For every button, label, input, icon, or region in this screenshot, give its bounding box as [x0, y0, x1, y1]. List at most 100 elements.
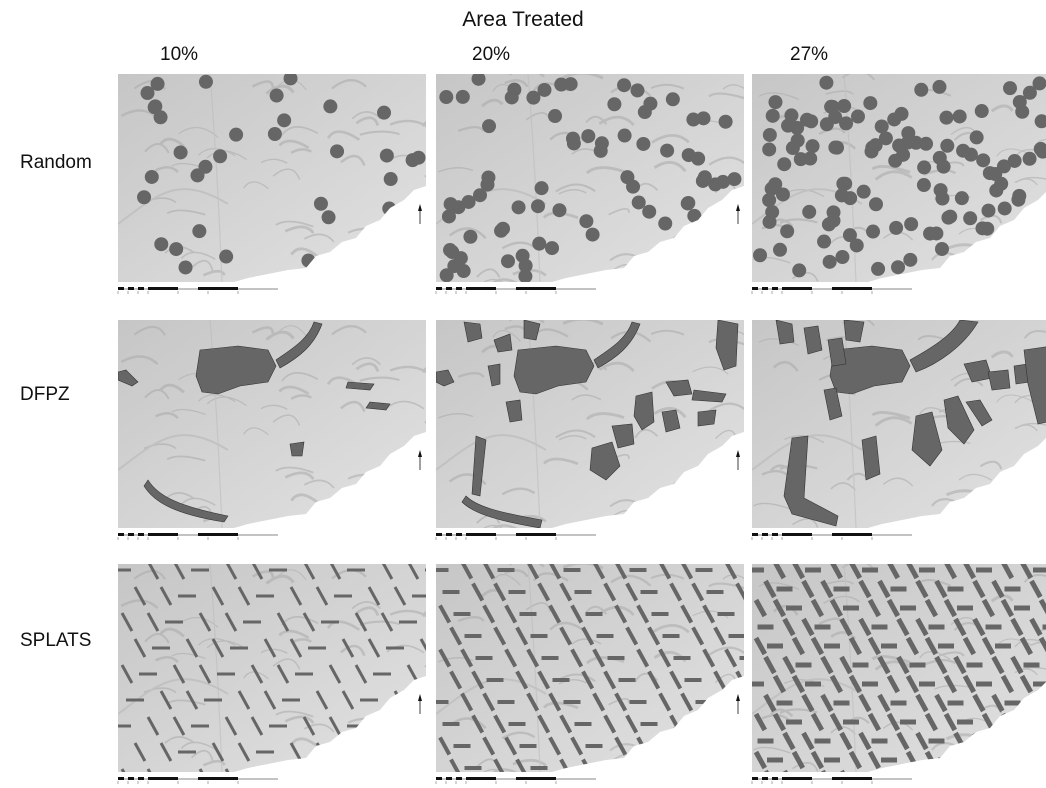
treatment-circle [617, 78, 632, 93]
treatment-strip [962, 636, 976, 656]
treatment-strip [393, 586, 407, 606]
treatment-strip [380, 564, 394, 580]
treatment-strip [691, 758, 705, 772]
treatment-strip [915, 579, 929, 599]
treatment-strip [559, 714, 573, 734]
treatment-strip [953, 769, 967, 772]
treatment-strip [471, 714, 485, 734]
treatment-circle [534, 181, 549, 196]
treatment-circle [963, 211, 978, 226]
treatment-circle [819, 75, 834, 90]
treatment-strip [172, 716, 186, 736]
map-panel-random-10 [117, 74, 426, 294]
treatment-strip [858, 579, 872, 599]
treatment-circle [663, 262, 678, 277]
terrain-hillshade [436, 320, 744, 528]
treatment-circle [932, 79, 947, 94]
treatment-strip [896, 617, 910, 637]
treatment-circle [318, 265, 333, 280]
treatment-strip [406, 564, 420, 580]
treatment-circle [949, 265, 964, 280]
treatment-circle [671, 236, 686, 251]
treatment-strip [702, 736, 716, 756]
treatment-strip [493, 582, 507, 602]
treatment-strip [341, 690, 355, 710]
treatment-circle [439, 90, 454, 105]
treatment-circle [1025, 236, 1040, 251]
treatment-strip [614, 604, 628, 624]
treatment-circle [1012, 94, 1027, 109]
treatment-circle [708, 177, 723, 192]
treatment-circle [977, 241, 992, 256]
treatment-polygon [471, 435, 487, 497]
treatment-strip [658, 692, 672, 712]
treatment-strip [471, 670, 485, 690]
treatment-strip [419, 638, 426, 658]
treatment-strip [924, 712, 938, 732]
treatment-strip [905, 674, 919, 694]
treatment-strip [669, 582, 683, 602]
treatment-circle [687, 208, 702, 223]
treatment-strip [886, 564, 900, 580]
terrain-hillshade [118, 564, 426, 772]
treatment-circle [383, 172, 398, 187]
treatment-strip [981, 598, 995, 618]
treatment-polygon [593, 321, 641, 369]
treatment-circle [802, 204, 817, 219]
treatment-strip [943, 674, 957, 694]
treatment-strip [537, 714, 551, 734]
treatment-strip [1029, 579, 1043, 599]
treatment-circle [917, 160, 932, 175]
treatment-strip [934, 693, 948, 713]
treatment-polygon [661, 409, 681, 433]
treatment-strip [1010, 617, 1024, 637]
treatment-strip [302, 564, 316, 580]
treatment-circle [515, 248, 530, 263]
treatment-strip [724, 648, 738, 668]
north-arrow-icon [418, 204, 422, 224]
treatment-circle [916, 178, 931, 193]
treatment-circle [773, 242, 788, 257]
treatment-strip [1038, 598, 1046, 618]
treatment-circle [914, 82, 929, 97]
scale-bar-icon [117, 533, 278, 540]
treatment-strip [482, 564, 496, 580]
treatment-circle [642, 204, 657, 219]
treatment-strip [839, 617, 853, 637]
treatment-circle [563, 77, 578, 92]
treatment-strip [915, 617, 929, 637]
treatment-polygon [589, 441, 621, 481]
treatment-circle [954, 191, 969, 206]
treatment-circle [585, 227, 600, 242]
treatment-strip [1038, 712, 1046, 732]
treatment-strip [896, 731, 910, 751]
treatment-circle [1005, 254, 1020, 269]
treatment-circle [878, 131, 893, 146]
treatment-circle [154, 237, 169, 252]
treatment-strip [981, 636, 995, 656]
treatment-areas [436, 320, 739, 528]
treatment-strip [625, 714, 639, 734]
treatment-strip [493, 758, 507, 772]
treatment-strip [328, 564, 342, 580]
treatment-circle [283, 74, 298, 86]
terrain-hillshade [118, 320, 426, 528]
treatment-strip [493, 714, 507, 734]
treatment-polygon [843, 320, 865, 343]
treatment-strip [211, 586, 225, 606]
treatment-strip [614, 564, 628, 580]
treatment-circle [548, 109, 563, 124]
treatment-strip [172, 564, 186, 580]
treatment-circle [729, 243, 744, 258]
treatment-strip [669, 670, 683, 690]
treatment-strip [791, 750, 805, 770]
treatment-circle [989, 250, 1004, 265]
treatment-circle [843, 191, 858, 206]
treatment-strip [981, 750, 995, 770]
treatment-circle [1036, 211, 1046, 226]
treatment-circle [939, 110, 954, 125]
treatment-strip [603, 670, 617, 690]
treatment-strip [1000, 598, 1014, 618]
treatment-strip [953, 655, 967, 675]
scale-bar-icon [751, 533, 912, 540]
